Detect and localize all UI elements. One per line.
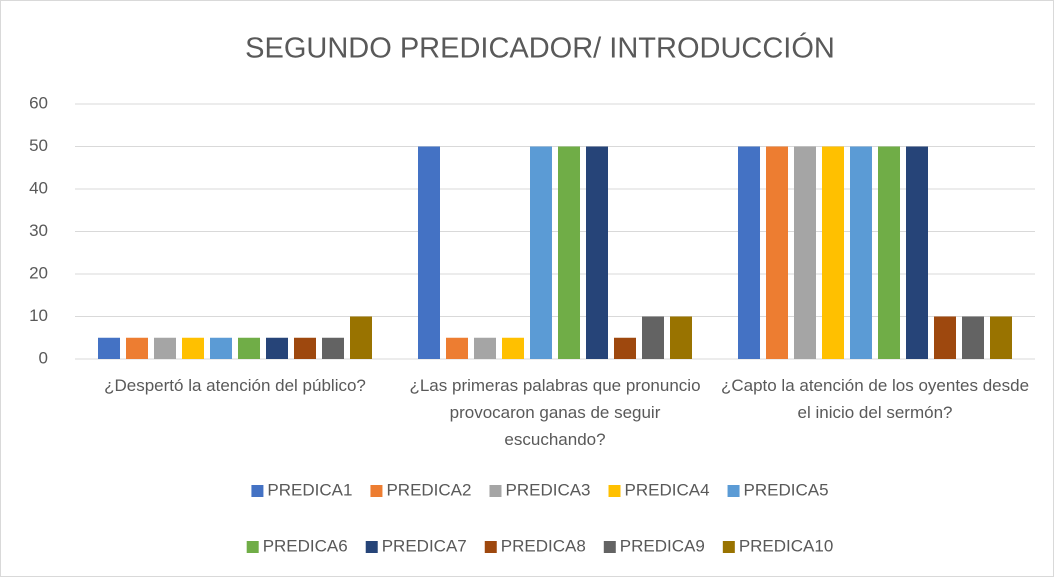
- bar: [822, 146, 844, 359]
- bar: [642, 316, 664, 359]
- legend-swatch: [608, 485, 621, 497]
- bar: [670, 316, 692, 359]
- bar: [614, 337, 636, 359]
- y-tick-label: 30: [29, 221, 48, 240]
- y-tick-label: 0: [39, 348, 48, 367]
- y-tick-label: 10: [29, 306, 48, 325]
- legend-label: PREDICA2: [386, 480, 471, 499]
- legend-swatch: [489, 485, 502, 497]
- bar: [502, 337, 524, 359]
- legend-label: PREDICA1: [267, 480, 352, 499]
- bar: [738, 146, 760, 359]
- bar: [794, 146, 816, 359]
- legend-swatch: [722, 541, 735, 553]
- bar: [530, 146, 552, 359]
- legend-swatch: [484, 541, 497, 553]
- legend-label: PREDICA4: [625, 480, 710, 499]
- bar: [906, 146, 928, 359]
- legend-label: PREDICA9: [620, 536, 705, 555]
- bar: [558, 146, 580, 359]
- legend-swatch: [370, 485, 383, 497]
- bar: [294, 337, 316, 359]
- bar: [98, 337, 120, 359]
- legend-swatch: [251, 485, 264, 497]
- bar: [934, 316, 956, 359]
- y-tick-label: 40: [29, 178, 48, 197]
- x-tick-label: ¿Capto la atención de los oyentes desde …: [720, 376, 1030, 422]
- legend-swatch: [727, 485, 740, 497]
- x-tick-label: ¿Las primeras palabras que pronuncio pro…: [409, 376, 701, 449]
- bar: [962, 316, 984, 359]
- x-tick-label: ¿Despertó la atención del público?: [104, 376, 366, 395]
- legend-label: PREDICA8: [501, 536, 586, 555]
- bar: [850, 146, 872, 359]
- legend-swatch: [603, 541, 616, 553]
- bar: [446, 337, 468, 359]
- legend-label: PREDICA5: [744, 480, 829, 499]
- bar: [238, 337, 260, 359]
- legend-swatch: [246, 541, 259, 553]
- y-tick-label: 60: [29, 93, 48, 112]
- bar: [182, 337, 204, 359]
- bar: [322, 337, 344, 359]
- y-tick-label: 50: [29, 136, 48, 155]
- bar: [154, 337, 176, 359]
- bar: [878, 146, 900, 359]
- bar: [474, 337, 496, 359]
- legend-label: PREDICA6: [263, 536, 348, 555]
- bar: [586, 146, 608, 359]
- y-tick-label: 20: [29, 263, 48, 282]
- chart-title: SEGUNDO PREDICADOR/ INTRODUCCIÓN: [245, 32, 835, 65]
- bar: [266, 337, 288, 359]
- bar: [990, 316, 1012, 359]
- legend-label: PREDICA7: [382, 536, 467, 555]
- bar: [350, 316, 372, 359]
- bar: [418, 146, 440, 359]
- bar: [126, 337, 148, 359]
- legend-label: PREDICA3: [505, 480, 590, 499]
- bar: [210, 337, 232, 359]
- legend-label: PREDICA10: [739, 536, 833, 555]
- bar: [766, 146, 788, 359]
- legend-swatch: [365, 541, 378, 553]
